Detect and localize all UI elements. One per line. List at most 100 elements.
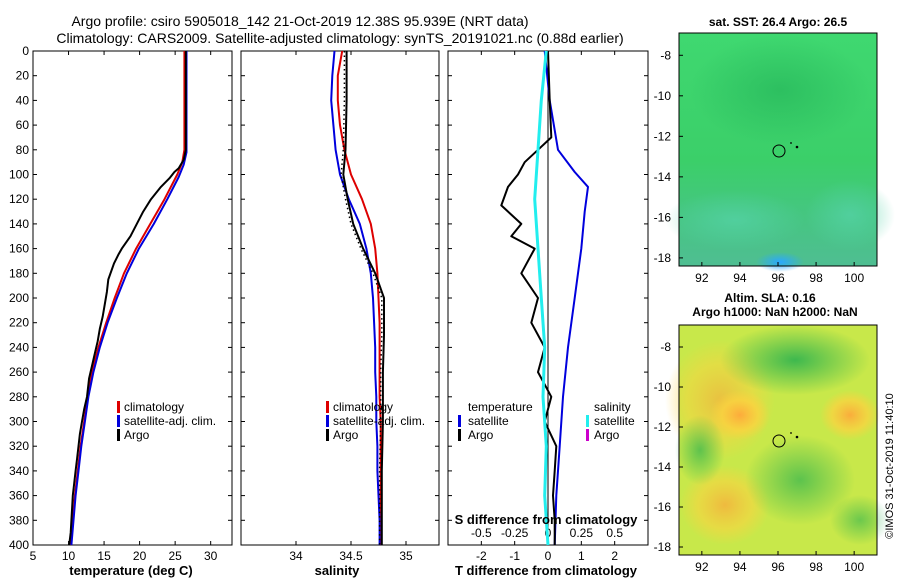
sst-map-title: sat. SST: 26.4 Argo: 26.5 xyxy=(709,15,848,29)
legend-label-climatology: climatology xyxy=(333,400,393,414)
series-salinity-satellite xyxy=(533,50,550,546)
sst-map-patch xyxy=(690,35,870,145)
argo-track-dot xyxy=(790,432,792,434)
sst-map-patch xyxy=(665,190,805,250)
legend-swatch-argo xyxy=(326,429,329,441)
x-tick-label: 34.5 xyxy=(339,549,363,563)
temperature-profile-plot: 5 10 15 20 25 30 xyxy=(30,51,218,563)
s-diff-tick-label: 0.25 xyxy=(570,526,594,540)
map-lon-label: 100 xyxy=(844,271,864,285)
map-lon-label: 96 xyxy=(771,560,785,574)
x-tick-label: 2 xyxy=(611,549,618,563)
series-argo xyxy=(68,51,187,546)
x-tick-label: 10 xyxy=(62,549,76,563)
x-tick-label: -2 xyxy=(476,549,487,563)
legend-swatch-climatology xyxy=(326,401,329,413)
depth-tick-label: 220 xyxy=(9,316,29,330)
map-lat-label: -10 xyxy=(654,380,672,394)
sla-map-patch xyxy=(820,390,880,440)
salinity-legend: climatology satellite-adj. clim. Argo xyxy=(326,400,425,442)
legend-swatch-satellite-adj xyxy=(326,415,329,427)
s-diff-tick-label: 0.5 xyxy=(606,526,623,540)
map-lat-label: -8 xyxy=(660,340,671,354)
temperature-axis-label: temperature (deg C) xyxy=(69,563,193,578)
map-lon-label: 98 xyxy=(809,271,823,285)
depth-tick-label: 360 xyxy=(9,489,29,503)
map-lat-label: -16 xyxy=(654,210,672,224)
map-lon-label: 92 xyxy=(695,560,709,574)
argo-track-dot xyxy=(795,145,799,149)
depth-tick-label: 80 xyxy=(16,143,30,157)
depth-tick-label: 260 xyxy=(9,365,29,379)
figure-title-line2: Climatology: CARS2009. Satellite-adjuste… xyxy=(56,30,623,46)
depth-tick-label: 320 xyxy=(9,439,29,453)
map-lon-label: 94 xyxy=(733,271,747,285)
series-argo xyxy=(342,51,385,545)
salinity-axis-label: salinity xyxy=(315,563,361,578)
x-tick-label: -1 xyxy=(509,549,520,563)
legend-label-climatology: climatology xyxy=(124,400,184,414)
map-lon-label: 96 xyxy=(771,271,785,285)
depth-tick-label: 60 xyxy=(16,118,30,132)
series-argo-dotted xyxy=(340,51,383,545)
x-tick-label: 5 xyxy=(30,549,37,563)
s-difference-axis-label: S difference from climatology xyxy=(455,512,639,527)
map-lat-label: -18 xyxy=(654,251,672,265)
sla-map-axes: -8 -10 -12 -14 -16 -18 92 94 96 98 100 xyxy=(654,340,865,574)
sst-map xyxy=(665,32,895,272)
sla-map-patch xyxy=(675,415,725,485)
temperature-plot-frame xyxy=(32,50,233,546)
legend-swatch-climatology xyxy=(117,401,120,413)
argo-track-dot xyxy=(790,142,792,144)
map-lon-label: 98 xyxy=(809,560,823,574)
map-lat-label: -10 xyxy=(654,89,672,103)
map-lon-label: 92 xyxy=(695,271,709,285)
sla-map-patch xyxy=(720,325,870,395)
argo-location-marker xyxy=(772,434,786,448)
map-lon-label: 100 xyxy=(844,560,864,574)
legend-label-temp-satellite: satellite xyxy=(468,414,509,428)
legend-swatch-temp-argo xyxy=(458,429,461,441)
imos-credit: ©IMOS 31-Oct-2019 11:40:10 xyxy=(884,393,896,538)
series-satellite-adj-clim- xyxy=(70,51,188,546)
sst-map-patch xyxy=(756,252,804,272)
depth-tick-label: 20 xyxy=(16,69,30,83)
argo-track-dot xyxy=(795,435,799,439)
series-temperature-argo xyxy=(500,50,558,545)
x-tick-label: 1 xyxy=(578,549,585,563)
depth-tick-label: 180 xyxy=(9,266,29,280)
salinity-plot-frame xyxy=(240,50,440,546)
x-tick-label: 15 xyxy=(97,549,111,563)
depth-tick-label: 400 xyxy=(9,538,29,552)
map-lat-label: -8 xyxy=(660,48,671,62)
s-diff-tick-label: -0.5 xyxy=(471,526,492,540)
depth-tick-label: 0 xyxy=(22,44,29,58)
series-climatology xyxy=(336,50,382,545)
legend-label-sal-satellite: satellite xyxy=(594,414,635,428)
sla-map xyxy=(665,324,890,556)
map-lat-label: -18 xyxy=(654,540,672,554)
map-lat-label: -14 xyxy=(654,460,672,474)
legend-title-salinity: salinity xyxy=(594,400,631,414)
map-lat-label: -16 xyxy=(654,500,672,514)
sla-map-patch xyxy=(830,495,890,545)
x-tick-label: 25 xyxy=(168,549,182,563)
legend-swatch-temp-satellite xyxy=(458,415,461,427)
sla-map-patch xyxy=(745,435,855,525)
map-lat-label: -14 xyxy=(654,170,672,184)
legend-swatch-sal-argo xyxy=(586,429,589,441)
x-tick-label: 30 xyxy=(204,549,218,563)
sla-map-title-line1: Altim. SLA: 0.16 xyxy=(724,291,816,305)
legend-label-satellite-adj: satellite-adj. clim. xyxy=(124,414,216,428)
depth-tick-label: 340 xyxy=(9,464,29,478)
legend-label-temp-argo: Argo xyxy=(468,428,494,442)
sla-map-title-line2: Argo h1000: NaN h2000: NaN xyxy=(692,305,857,319)
legend-label-satellite-adj: satellite-adj. clim. xyxy=(333,414,425,428)
legend-label-sal-argo: Argo xyxy=(594,428,620,442)
depth-tick-label: 100 xyxy=(9,168,29,182)
argo-location-marker xyxy=(772,144,786,158)
depth-tick-label: 140 xyxy=(9,217,29,231)
t-difference-axis-label: T difference from climatology xyxy=(455,563,638,578)
depth-tick-label: 300 xyxy=(9,415,29,429)
